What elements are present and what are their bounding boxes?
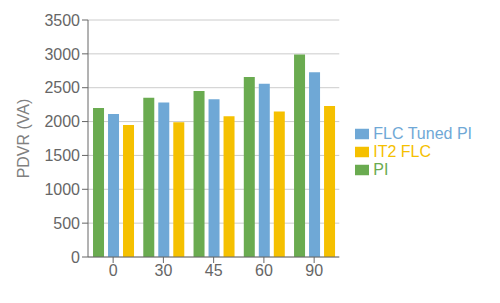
svg-text:3500: 3500 xyxy=(44,12,80,29)
html-text:PI: PI xyxy=(373,160,389,178)
html-text:FLC Tuned PI: FLC Tuned PI xyxy=(373,124,472,142)
svg-text:2500: 2500 xyxy=(44,79,80,96)
svg-text:2000: 2000 xyxy=(44,113,80,130)
svg-text:1500: 1500 xyxy=(44,147,80,164)
svg-text:0: 0 xyxy=(109,262,118,279)
svg-text:500: 500 xyxy=(53,215,80,232)
svg-text:90: 90 xyxy=(305,262,323,279)
html-text:IT2 FLC: IT2 FLC xyxy=(373,142,432,160)
svg-text:45: 45 xyxy=(205,262,223,279)
svg-text:30: 30 xyxy=(154,262,172,279)
svg-text:60: 60 xyxy=(255,262,273,279)
svg-text:0: 0 xyxy=(71,249,80,266)
svg-text:1000: 1000 xyxy=(44,181,80,198)
svg-text:PDVR (VA): PDVR (VA) xyxy=(15,99,32,179)
svg-text:3000: 3000 xyxy=(44,46,80,63)
